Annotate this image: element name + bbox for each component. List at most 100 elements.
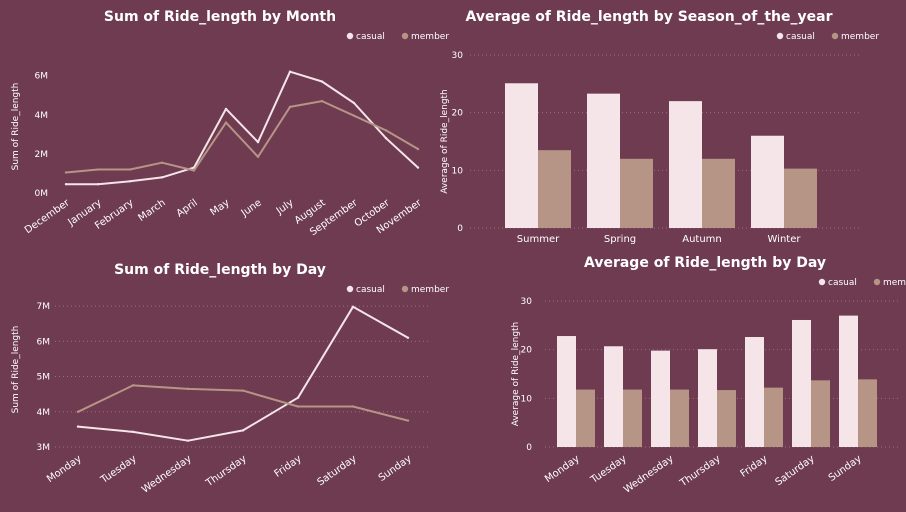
legend-marker-member bbox=[873, 278, 881, 286]
bar-casual bbox=[587, 93, 620, 229]
y-tick-label: 7M bbox=[37, 302, 51, 312]
x-tick-label: Summer bbox=[517, 234, 560, 245]
data-point-member bbox=[128, 168, 132, 171]
y-tick-label: 4M bbox=[37, 408, 51, 418]
x-tick-label: Monday bbox=[543, 453, 582, 485]
data-point-casual bbox=[416, 166, 420, 169]
bar-member bbox=[623, 389, 642, 447]
bar-casual bbox=[604, 346, 623, 447]
data-point-casual bbox=[96, 182, 100, 186]
chart-title: Average of Ride_length by Season_of_the_… bbox=[466, 9, 833, 25]
bar-member bbox=[620, 158, 653, 228]
bar-casual bbox=[745, 337, 764, 447]
x-tick-label: Autumn bbox=[682, 234, 722, 245]
x-tick-label: May bbox=[208, 197, 231, 218]
y-tick-label: 10 bbox=[452, 166, 464, 176]
bar-member bbox=[717, 390, 736, 447]
x-tick-label: Saturday bbox=[315, 453, 358, 488]
bar-member bbox=[811, 380, 830, 447]
legend: casual member bbox=[346, 32, 449, 42]
data-point-casual bbox=[296, 396, 300, 399]
legend-label-casual: casual bbox=[828, 278, 857, 288]
legend-marker-member bbox=[401, 32, 409, 40]
bar-member bbox=[538, 150, 571, 228]
data-point-member bbox=[384, 129, 388, 132]
x-tick-label: Tuesday bbox=[588, 453, 629, 486]
chart-season: Average of Ride_length by Season_of_the_… bbox=[440, 9, 879, 245]
data-point-member bbox=[288, 105, 292, 109]
y-tick-label: 6M bbox=[37, 337, 51, 347]
bar-member bbox=[670, 389, 689, 447]
data-point-member bbox=[186, 387, 190, 391]
x-tick-label: December bbox=[23, 197, 73, 236]
data-point-member bbox=[76, 410, 80, 413]
legend-label-member: member bbox=[883, 278, 906, 288]
chart-title: Average of Ride_length by Day bbox=[584, 255, 826, 271]
y-axis-title: Average of Ride_length bbox=[440, 89, 450, 194]
data-point-casual bbox=[131, 430, 135, 434]
y-axis-title: Average of Ride_length bbox=[511, 322, 521, 427]
y-tick-label: 10 bbox=[521, 394, 533, 404]
legend-marker-member bbox=[831, 32, 839, 40]
bar-member bbox=[858, 379, 877, 447]
x-tick-label: Sunday bbox=[827, 453, 864, 484]
data-point-member bbox=[416, 147, 420, 151]
y-tick-label: 30 bbox=[452, 51, 464, 61]
data-point-member bbox=[320, 99, 324, 103]
y-tick-label: 30 bbox=[521, 297, 533, 307]
data-point-casual bbox=[384, 137, 388, 140]
x-tick-label: Spring bbox=[604, 234, 636, 245]
legend-marker-member bbox=[401, 285, 409, 293]
x-tick-label: Thursday bbox=[204, 453, 249, 489]
chart-title: Sum of Ride_length by Month bbox=[104, 9, 336, 25]
bar-member bbox=[576, 389, 595, 447]
legend-label-casual: casual bbox=[356, 32, 385, 42]
bar-casual bbox=[751, 135, 784, 228]
legend-label-casual: casual bbox=[786, 32, 815, 42]
x-tick-label: July bbox=[274, 197, 296, 217]
x-tick-label: June bbox=[239, 197, 264, 219]
x-tick-label: Wednesday bbox=[622, 453, 676, 495]
legend-label-casual: casual bbox=[356, 285, 385, 295]
data-point-member bbox=[224, 121, 228, 124]
chart-month: Sum of Ride_length by Month casual member S… bbox=[11, 9, 449, 238]
data-point-casual bbox=[224, 107, 228, 111]
x-tick-label: March bbox=[136, 197, 167, 223]
data-point-member bbox=[296, 405, 300, 408]
y-axis-title: Sum of Ride_length bbox=[11, 326, 21, 414]
data-point-member bbox=[160, 161, 164, 164]
y-tick-label: 20 bbox=[452, 109, 464, 119]
data-point-casual bbox=[288, 70, 292, 73]
x-tick-label: Friday bbox=[739, 453, 770, 479]
y-tick-label: 2M bbox=[35, 150, 49, 160]
series-line-casual bbox=[66, 70, 419, 186]
data-point-casual bbox=[320, 80, 324, 83]
legend: casual member bbox=[346, 285, 449, 295]
y-axis-title: Sum of Ride_length bbox=[11, 83, 21, 171]
x-tick-label: Tuesday bbox=[98, 453, 139, 486]
series-line-member bbox=[65, 100, 419, 174]
bar-casual bbox=[557, 336, 576, 447]
y-tick-label: 0 bbox=[457, 224, 463, 234]
x-tick-label: Wednesday bbox=[140, 453, 194, 495]
legend: casual member bbox=[776, 32, 879, 42]
data-point-casual bbox=[64, 182, 68, 186]
legend-marker-casual bbox=[346, 285, 354, 293]
bar-casual bbox=[669, 101, 702, 228]
x-tick-label: Sunday bbox=[377, 453, 414, 484]
data-point-member bbox=[96, 168, 100, 171]
bar-member bbox=[702, 158, 735, 228]
bar-member bbox=[784, 168, 817, 228]
legend-marker-casual bbox=[818, 278, 826, 286]
y-tick-label: 0 bbox=[526, 443, 532, 453]
data-point-member bbox=[131, 384, 135, 387]
legend-label-member: member bbox=[411, 32, 449, 42]
y-tick-label: 4M bbox=[35, 111, 49, 121]
x-tick-label: Thursday bbox=[678, 453, 723, 489]
y-tick-label: 5M bbox=[37, 373, 51, 383]
chart-title: Sum of Ride_length by Day bbox=[114, 262, 326, 278]
data-point-casual bbox=[406, 336, 410, 339]
data-point-casual bbox=[241, 429, 245, 432]
